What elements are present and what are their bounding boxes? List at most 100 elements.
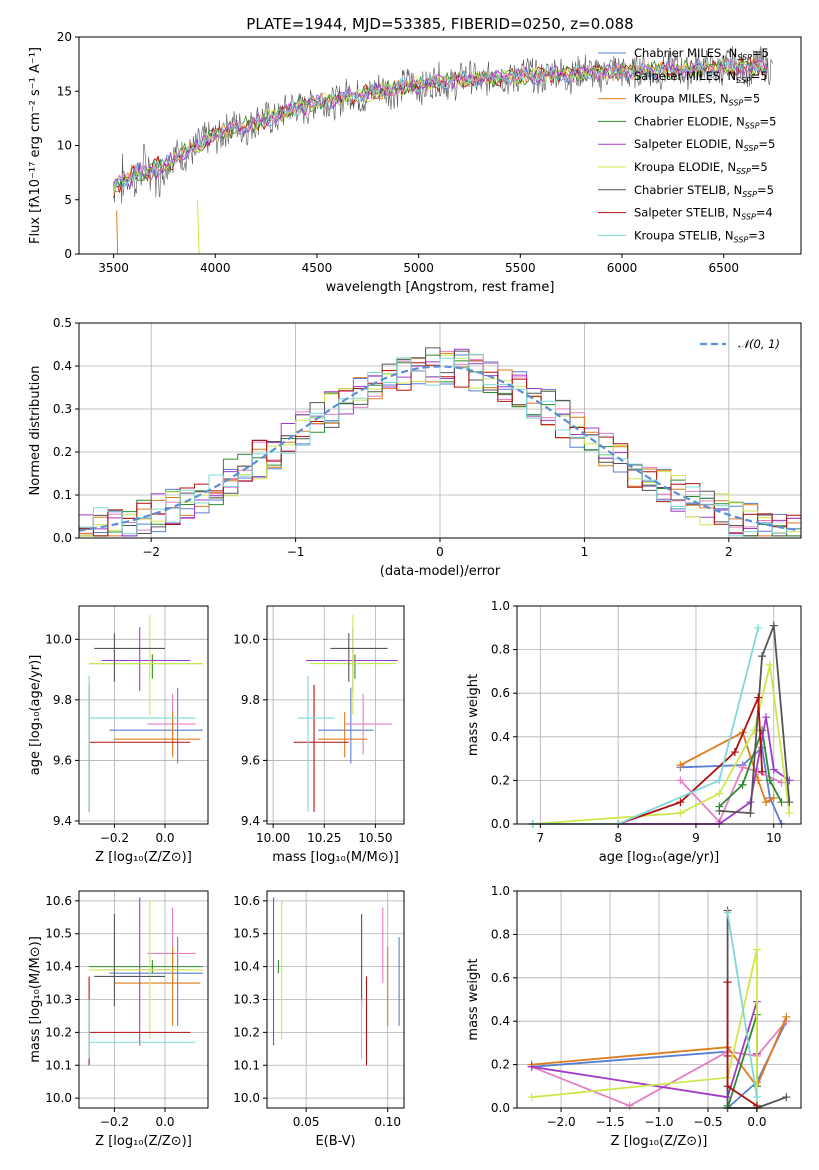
mass-weight-marker: [738, 780, 747, 789]
mass-weight-vs-age-panel: 7 8 9 10 0.0 0.2 0.4 0.6 0.8 1.0 age [log₁₀(age/yr…: [466, 599, 802, 865]
y-tick-label: 0.6: [491, 971, 510, 985]
axes-frame: [266, 605, 405, 825]
x-tick-label: 0.0: [155, 831, 174, 845]
y-tick-label: 10.2: [45, 1025, 72, 1039]
y-tick-label: 20: [57, 30, 72, 44]
legend-label-text: Kroupa STELIB, N: [634, 228, 734, 242]
legend-label: Salpeter ELODIE, NSSP=5: [634, 137, 775, 153]
x-tick-label: 4000: [200, 261, 231, 275]
legend-label-text: Chabrier MILES, N: [634, 46, 737, 60]
legend-label-subscript: SSP: [745, 121, 760, 130]
y-tick-label: 0.0: [491, 1101, 510, 1115]
legend-label-subscript: SSP: [744, 144, 759, 153]
legend-label-value: =5: [757, 183, 774, 197]
legend-label-subscript: SSP: [736, 167, 751, 176]
x-tick-label: 2: [725, 545, 733, 559]
y-tick-label: 9.6: [53, 753, 72, 767]
axes-frame: [78, 605, 209, 825]
y-tick-label: 9.4: [53, 814, 72, 828]
mass-weight-marker: [676, 809, 685, 818]
mass-weight-marker: [785, 798, 794, 807]
y-tick-label: 0.3: [53, 402, 72, 416]
legend-label-text: Salpeter ELODIE, N: [634, 137, 744, 151]
mass-weight-marker: [715, 776, 724, 785]
x-tick-label: 10.00: [256, 831, 290, 845]
y-tick-label: 0.2: [491, 1058, 510, 1072]
y-tick-label: 0.6: [491, 686, 510, 700]
mass-weight-marker: [676, 776, 685, 785]
x-tick-label: 3500: [98, 261, 129, 275]
spectrum-line: [113, 46, 773, 204]
x-tick-label: 10: [766, 831, 781, 845]
mass-weight-marker: [785, 809, 794, 818]
mass-weight-marker: [754, 693, 763, 702]
mass-weight-marker: [769, 621, 778, 630]
mass-weight-marker: [758, 652, 767, 661]
y-tick-label: 10.4: [233, 960, 260, 974]
x-tick-label: 0.0: [155, 1115, 174, 1129]
mass-weight-marker: [676, 761, 685, 770]
y-axis-label: age [log₁₀(age/yr)]: [28, 655, 43, 776]
x-axis-label: Z [log₁₀(Z/Z⊙)]: [95, 850, 192, 865]
mass-weight-marker: [769, 793, 778, 802]
mass-weight-marker: [761, 713, 770, 722]
mass-vs-EBV-panel: 0.05 0.10 10.0 10.1 10.2 10.3 10.4 10.5 10.6 E(B-…: [233, 890, 405, 1149]
x-tick-label: 4500: [302, 261, 333, 275]
y-tick-label: 1.0: [491, 884, 510, 898]
x-tick-label: −2: [142, 545, 160, 559]
mass-weight-marker: [715, 789, 724, 798]
figure-title: PLATE=1944, MJD=53385, FIBERID=0250, z=0…: [246, 15, 633, 33]
y-tick-label: 0.2: [491, 773, 510, 787]
y-tick-label: 10.0: [45, 1091, 72, 1105]
x-axis-label: (data-model)/error: [380, 564, 501, 579]
y-tick-label: 0.0: [53, 531, 72, 545]
x-tick-label: 0: [436, 545, 444, 559]
y-tick-label: 10.0: [45, 632, 72, 646]
legend-label-subscript: SSP: [741, 213, 756, 222]
mass-weight-marker: [782, 1012, 791, 1021]
mass-weight-marker: [676, 798, 685, 807]
mass-weight-marker: [746, 809, 755, 818]
mass-weight-marker: [754, 776, 763, 785]
y-tick-label: 0.1: [53, 488, 72, 502]
y-tick-label: 0.8: [491, 927, 510, 941]
x-tick-label: −1.5: [595, 1115, 624, 1129]
mass-weight-marker: [527, 1093, 536, 1102]
mass-weight-line: [531, 1016, 788, 1089]
mass-weight-vs-Z-panel: −2.0 −1.5 −1.0 −0.5 0.0 0.0 0.2 0.4 0.6 0.8 1.0 Z […: [466, 884, 802, 1149]
x-axis-label: Z [log₁₀(Z/Z⊙)]: [95, 1134, 192, 1149]
mass-weight-marker: [738, 763, 747, 772]
legend-label-text: Kroupa ELODIE, N: [634, 160, 736, 174]
age-vs-mass-panel: 10.00 10.25 10.50 9.4 9.6 9.8 10.0 mass [log₁₀(…: [233, 605, 405, 865]
mass-weight-marker: [752, 1093, 761, 1102]
y-tick-label: 10: [57, 139, 72, 153]
mass-weight-line: [531, 1001, 758, 1099]
age-vs-Z-panel: −0.2 0.0 9.4 9.6 9.8 10.0 Z [log₁₀(Z/Z⊙)] age […: [28, 605, 209, 865]
normal-reference-curve: [78, 365, 799, 532]
mass-weight-line: [726, 982, 758, 1107]
y-tick-label: 10.6: [45, 894, 72, 908]
y-tick-label: 0.8: [491, 643, 510, 657]
legend-label-text: Salpeter STELIB, N: [634, 206, 741, 220]
spectrum-dropout: [116, 210, 119, 255]
y-tick-label: 0.4: [53, 359, 72, 373]
legend-label-text: Chabrier ELODIE, N: [634, 114, 745, 128]
mass-weight-line: [531, 949, 758, 1108]
mass-weight-marker: [723, 978, 732, 987]
mass-weight-marker: [765, 776, 774, 785]
mass-weight-marker: [777, 798, 786, 807]
legend-label-text: Salpeter MILES, N: [634, 69, 736, 83]
x-tick-label: 6000: [607, 261, 638, 275]
mass-weight-marker: [769, 765, 778, 774]
mass-weight-line: [532, 697, 763, 825]
mass-weight-marker: [782, 1093, 791, 1102]
mass-weight-line: [532, 627, 760, 825]
x-axis-label: mass [log₁₀(M/M⊙)]: [272, 850, 399, 865]
legend-label-value: =5: [751, 160, 768, 174]
mass-weight-marker: [752, 945, 761, 954]
mass-weight-marker: [758, 767, 767, 776]
x-tick-label: 5000: [403, 261, 434, 275]
mass-weight-marker: [730, 748, 739, 757]
mass-weight-marker: [754, 623, 763, 632]
